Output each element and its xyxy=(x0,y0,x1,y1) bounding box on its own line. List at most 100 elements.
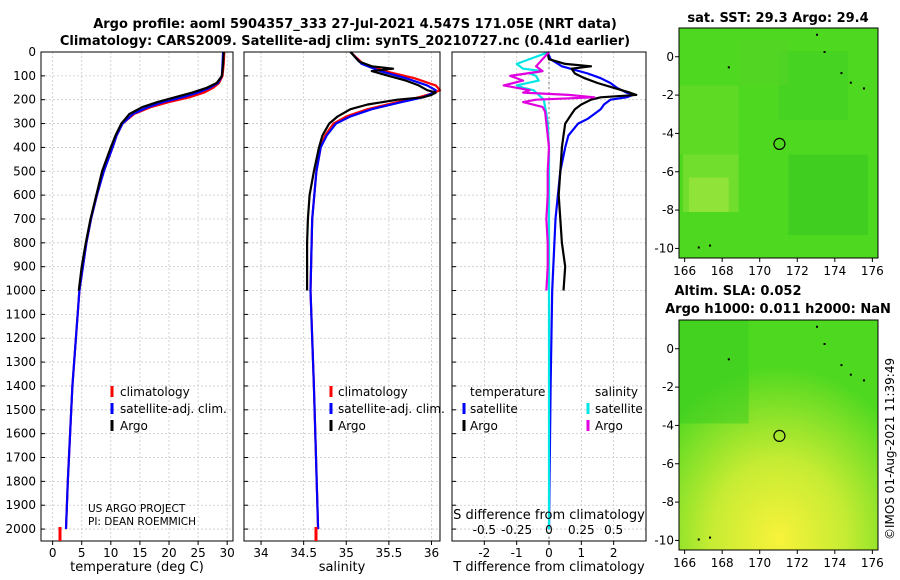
x-tick-label: 35 xyxy=(339,546,354,560)
island-marker xyxy=(862,87,865,90)
argo-position-marker xyxy=(773,137,786,151)
sst-patch xyxy=(788,154,869,235)
temperature-panel: 0 5 10 15 20 25 30 temperature (deg C) 0 100 200 30… xyxy=(5,45,234,575)
island-marker xyxy=(849,81,852,84)
series-line-t-argo xyxy=(546,51,638,291)
x-tick-label: 174 xyxy=(823,264,846,278)
sst-patch xyxy=(778,51,849,120)
y-tick-label: 2000 xyxy=(5,522,36,536)
y-tick-label: 1000 xyxy=(5,284,36,298)
y-tick-label: -6 xyxy=(662,165,674,179)
y-tick-label: 0 xyxy=(28,45,36,59)
legend-satellite-label: satellite-adj. clim. xyxy=(120,402,227,416)
sst-patch xyxy=(688,177,729,212)
sst-map: 166 168 170 172 174 176 0 -2 -4 -6 -8 -10 xyxy=(654,27,884,278)
y-tick-label: -4 xyxy=(662,126,674,140)
x-tick-label: 172 xyxy=(786,556,809,570)
island-marker xyxy=(697,246,700,249)
y-tick-label: 500 xyxy=(13,164,36,178)
salinity-panel: 34 34.5 35 35.5 36 salinity xyxy=(243,51,442,575)
y-tick-label: 1900 xyxy=(5,498,36,512)
island-marker xyxy=(823,51,826,53)
x-tick-label: 2 xyxy=(610,546,618,560)
island-marker xyxy=(727,66,730,69)
difference-panel: -2 -1 0 1 2 -0.5 -0.25 0 0.25 0.5 T difference fro… xyxy=(451,50,647,575)
island-marker xyxy=(697,538,700,541)
island-marker xyxy=(840,72,843,75)
pi-label: PI: DEAN ROEMMICH xyxy=(88,516,196,528)
legend-climatology-label: climatology xyxy=(338,385,408,399)
salinity-legend: climatology satellite-adj. clim. Argo xyxy=(329,385,445,433)
series-line-argo xyxy=(77,51,225,291)
title-line-2: Climatology: CARS2009. Satellite-adj cli… xyxy=(60,34,630,49)
y-tick-label: 1200 xyxy=(5,331,36,345)
island-marker xyxy=(709,536,712,539)
island-marker xyxy=(709,244,712,247)
island-marker xyxy=(823,343,826,345)
sla-map-title-2: Argo h1000: 0.011 h2000: NaN xyxy=(665,302,891,317)
x-tick-label: 176 xyxy=(861,556,884,570)
y-tick-label: 900 xyxy=(13,260,36,274)
y-tick-label: 400 xyxy=(13,140,36,154)
y-tick-label: 1500 xyxy=(5,403,36,417)
x-tick-label: 176 xyxy=(861,264,884,278)
sst-patch xyxy=(738,39,789,86)
legend-climatology-label: climatology xyxy=(120,385,190,399)
y-tick-label: 600 xyxy=(13,188,36,202)
x-tick-label: 0 xyxy=(545,546,553,560)
map-frame xyxy=(678,319,879,551)
x-tick-label: 166 xyxy=(673,264,696,278)
x-tick-label: 34.5 xyxy=(290,546,317,560)
x-tick-label: 36 xyxy=(424,546,439,560)
y-tick-label: 200 xyxy=(13,93,36,107)
sst-map-title: sat. SST: 29.3 Argo: 29.4 xyxy=(687,11,868,26)
legend-T-satellite-label: satellite xyxy=(470,402,518,416)
x-tick-label: 15 xyxy=(132,546,147,560)
y-tick-label: -8 xyxy=(662,203,674,217)
island-marker xyxy=(727,358,730,361)
y-tick-label: 1800 xyxy=(5,474,36,488)
island-marker xyxy=(840,364,843,367)
island-marker xyxy=(849,373,852,376)
x-tick-label: 30 xyxy=(220,546,235,560)
x-tick-label: -1 xyxy=(511,546,523,560)
legend-S-argo-label: Argo xyxy=(595,419,623,433)
x-axis-label: temperature (deg C) xyxy=(70,560,204,575)
temperature-legend: climatology satellite-adj. clim. Argo xyxy=(110,385,227,433)
x-tick-label: 170 xyxy=(748,556,771,570)
s-diff-tick-label: 0 xyxy=(545,523,553,537)
series-line-s-argo xyxy=(502,51,596,291)
sla-map: 166 168 170 172 174 176 0 -2 -4 -6 -8 -10 xyxy=(654,319,884,570)
y-tick-label: -6 xyxy=(662,457,674,471)
series-line-satellite-adj-clim- xyxy=(309,51,437,530)
legend-temperature-title: temperature xyxy=(470,385,545,399)
y-tick-label: -8 xyxy=(662,495,674,509)
x-tick-label: 1 xyxy=(578,546,586,560)
x-tick-label: 168 xyxy=(711,556,734,570)
y-tick-label: 0 xyxy=(666,342,674,356)
island-marker xyxy=(862,379,865,382)
y-tick-label: 1300 xyxy=(5,355,36,369)
x-tick-label: 170 xyxy=(748,264,771,278)
x-tick-label: 25 xyxy=(190,546,205,560)
y-tick-label: 100 xyxy=(13,69,36,83)
y-tick-label: 700 xyxy=(13,212,36,226)
x-tick-label: 34 xyxy=(253,546,268,560)
x-tick-label: 168 xyxy=(711,264,734,278)
legend-S-satellite-label: satellite xyxy=(595,402,643,416)
x-tick-label: -2 xyxy=(478,546,490,560)
y-tick-label: 1400 xyxy=(5,379,36,393)
sla-map-title-1: Altim. SLA: 0.052 xyxy=(675,284,802,299)
x-axis-label: T difference from climatology xyxy=(452,560,645,575)
legend-satellite-label: satellite-adj. clim. xyxy=(338,402,445,416)
y-tick-label: -4 xyxy=(662,418,674,432)
sla-patch xyxy=(679,320,749,424)
x-tick-label: 174 xyxy=(823,556,846,570)
title-line-1: Argo profile: aoml 5904357_333 27-Jul-20… xyxy=(93,17,617,32)
x-tick-label: 172 xyxy=(786,264,809,278)
x-tick-label: 166 xyxy=(673,556,696,570)
legend-argo-label: Argo xyxy=(120,419,148,433)
y-tick-label: 1700 xyxy=(5,451,36,465)
y-tick-label: 800 xyxy=(13,236,36,250)
sst-patch xyxy=(679,85,739,155)
